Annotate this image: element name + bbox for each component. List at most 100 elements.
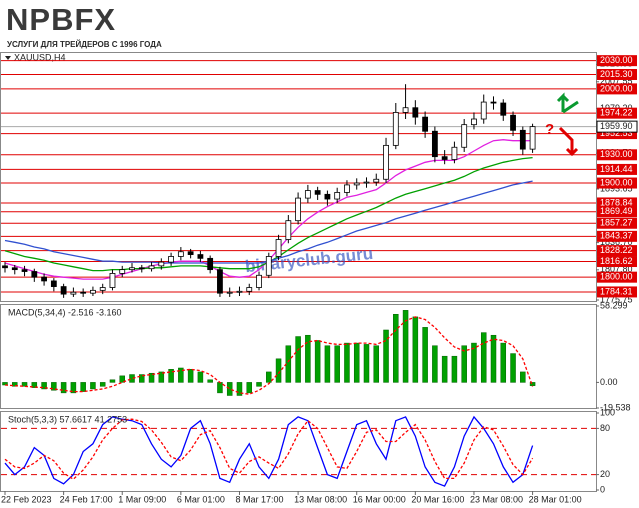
level-label: 2015.30 [600,69,633,79]
histogram-bar [256,382,262,387]
histogram-bar [217,382,223,394]
candle-body [148,265,155,270]
level-label: 1800.00 [600,272,633,282]
candle-body [510,114,516,131]
signal-line [4,316,534,395]
candle-body [119,269,126,274]
x-tick-label: 8 Mar 17:00 [235,494,283,504]
level-label: 2000.00 [600,83,633,93]
candle-body [304,190,311,199]
level-label: 2030.00 [600,55,633,65]
histogram-bar [422,327,428,383]
level-label-bg [597,197,637,209]
candle-body [31,271,38,278]
candle-body [226,291,233,294]
histogram-bar [197,371,204,383]
histogram-bar [60,382,67,394]
candle-body [138,267,145,270]
candle-body [412,107,419,118]
candle-body [451,146,458,160]
histogram-bar [334,345,340,383]
histogram-bar [441,355,448,383]
y-tick-label: 58.299 [600,300,628,310]
level-label: 1843.37 [600,231,633,241]
histogram-bar [314,340,321,383]
histogram-bar [168,369,174,383]
level-label-bg [597,206,637,218]
histogram-bar [207,379,213,383]
last-price-bg [596,120,638,133]
histogram-bar [90,382,96,390]
level-label-bg [597,83,637,95]
candle-body [246,287,253,292]
candle-body [60,286,67,295]
histogram-bar [393,314,399,383]
level-label: 1878.84 [600,197,633,207]
candle-body [471,118,477,126]
histogram-bar [41,382,47,390]
histogram-bar [99,382,106,387]
candle-body [80,291,87,294]
candle-body [402,107,409,113]
x-tick-label: 6 Mar 01:00 [177,494,225,504]
y-tick-label: 0 [600,484,605,494]
y-tick-label: 0.00 [600,377,618,387]
histogram-bar [158,371,165,383]
x-tick-label: 24 Feb 17:00 [60,494,113,504]
candle-body [90,289,96,294]
y-tick-label: 1836.70 [600,237,633,247]
histogram-bar [383,329,389,383]
level-label-bg [597,68,637,80]
candle-body [236,290,243,293]
candle-body [353,182,360,186]
candle-body [2,265,8,269]
candle-body [334,192,341,200]
candle-body [431,130,438,158]
histogram-bar [266,371,272,383]
histogram-bar [21,382,28,387]
level-label-bg [597,177,637,189]
histogram-bar [51,382,57,391]
level-label-bg [597,149,637,161]
histogram-bar [178,367,184,383]
candle-body [207,257,214,271]
x-tick-label: 16 Mar 00:00 [353,494,406,504]
x-tick-label: 22 Feb 2023 [1,494,52,504]
candle-body [500,102,507,116]
candle-body [177,251,184,257]
histogram-bar [471,342,477,383]
candle-body [11,267,18,271]
level-label-bg [597,163,637,175]
down-arrow [558,126,579,157]
x-tick-label: 28 Mar 01:00 [529,494,582,504]
histogram-bar [344,342,350,383]
tagline: УСЛУГИ ДЛЯ ТРЕЙДЕРОВ С 1996 ГОДА [7,40,162,49]
candle-body [109,273,116,288]
histogram-bar [412,316,419,383]
candle-body [363,181,370,184]
candle-body [324,193,331,200]
histogram-bar [109,379,116,383]
histogram-bar [402,310,409,383]
level-label: 1857.27 [600,218,633,228]
histogram-bar [324,345,331,383]
x-tick-label: 13 Mar 08:00 [294,494,347,504]
annotation: ? [545,121,554,138]
histogram-bar [119,375,125,383]
histogram-bar [139,374,145,383]
symbol: XAUUSD,H4 [14,52,66,62]
y-tick-label: 20 [600,469,610,479]
candle-body [461,124,468,148]
histogram-bar [461,345,467,383]
histogram-bar [187,369,194,383]
candle-body [256,274,262,288]
histogram-bar [80,382,86,392]
x-tick-label: 1 Mar 09:00 [118,494,166,504]
candle-body [21,269,28,272]
histogram-bar [12,382,18,387]
candle-body [373,178,380,183]
histogram-bar [480,332,487,383]
candle-body [344,184,350,193]
histogram-bar [490,334,497,383]
stoch-line [4,415,534,487]
